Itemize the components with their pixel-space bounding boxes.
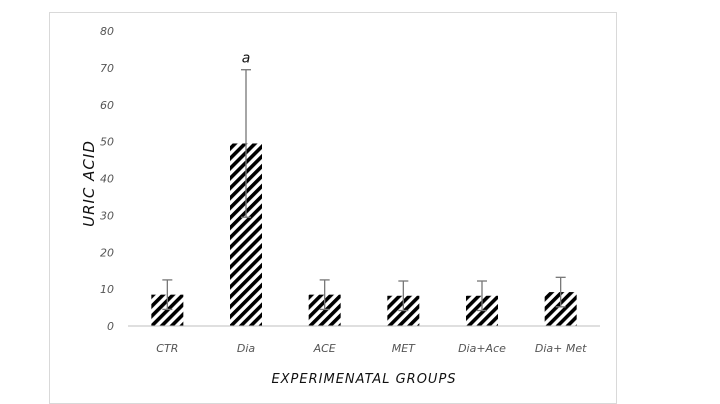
error-bar: [398, 280, 409, 312]
error-bar: [162, 279, 173, 311]
x-tick-label: Dia: [237, 342, 256, 355]
y-tick-label: 60: [100, 99, 114, 112]
y-tick-label: 40: [100, 173, 114, 186]
x-axis-categories: CTR Dia ACE MET Dia+Ace Dia+ Met: [156, 342, 587, 355]
significance-annotation: a: [242, 51, 251, 67]
x-tick-label: Dia+ Met: [535, 342, 587, 355]
annotations-group: a: [242, 51, 251, 67]
y-axis-ticks: 0 10 20 30 40 50 60 70 80: [100, 25, 114, 333]
error-bars-group: [162, 69, 566, 312]
y-tick-label: 10: [100, 283, 114, 296]
error-bar: [477, 280, 487, 312]
y-tick-label: 50: [100, 136, 114, 149]
x-tick-label: ACE: [313, 342, 336, 355]
y-tick-label: 80: [100, 25, 114, 38]
x-tick-label: MET: [392, 342, 416, 355]
y-tick-label: 70: [100, 62, 114, 75]
error-bar: [319, 279, 330, 311]
y-tick-label: 0: [107, 320, 114, 333]
error-bar: [241, 69, 251, 218]
y-tick-label: 30: [100, 209, 114, 222]
error-bar: [555, 276, 566, 308]
x-tick-label: CTR: [156, 342, 178, 355]
y-tick-label: 20: [100, 246, 114, 259]
y-axis-title: URIC ACID: [80, 140, 98, 227]
x-axis-title: EXPERIMENATAL GROUPS: [271, 372, 456, 387]
bars-group: [151, 143, 577, 326]
chart-frame: [49, 12, 617, 404]
x-tick-label: Dia+Ace: [458, 342, 506, 355]
